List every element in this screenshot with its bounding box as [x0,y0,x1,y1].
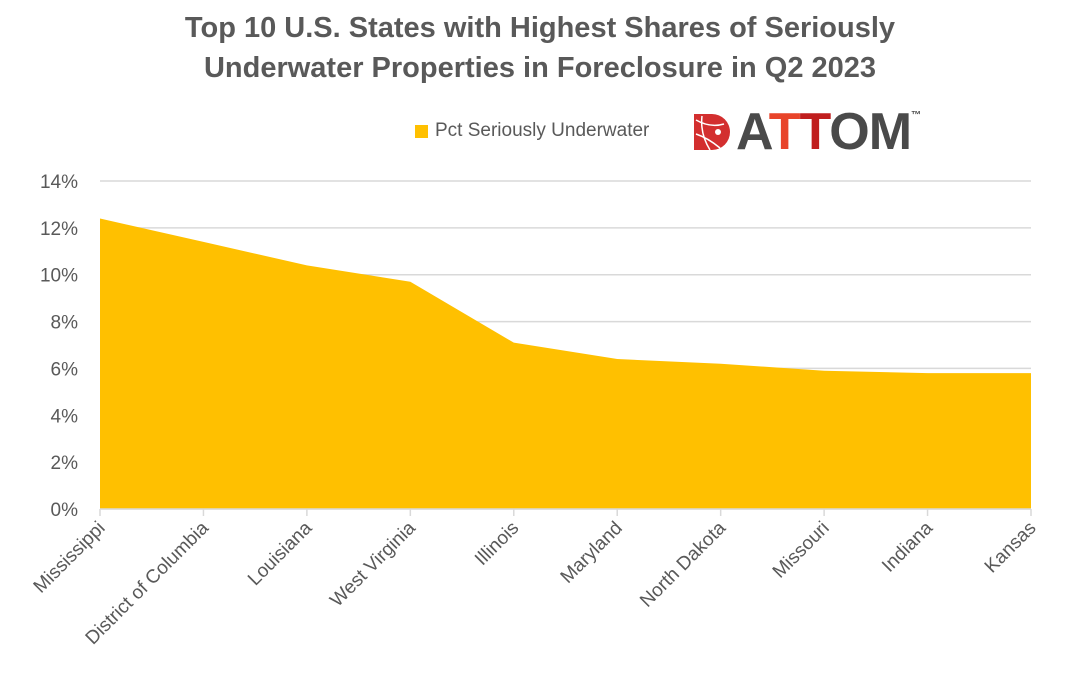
x-tick-label: North Dakota [636,517,730,611]
x-tick-label: Louisiana [244,517,317,590]
globe-icon [694,114,730,151]
y-tick-label: 2% [51,453,79,474]
area-series [100,218,1031,509]
y-tick-label: 0% [51,500,79,521]
attom-logo: ATTOM ™ [690,106,921,158]
y-tick-label: 14% [40,172,78,193]
y-tick-label: 4% [51,406,79,427]
x-tick-label: Maryland [557,518,627,588]
y-tick-label: 6% [51,359,79,380]
x-tick-label: Indiana [878,517,937,576]
title-line-1: Top 10 U.S. States with Highest Shares o… [184,12,896,44]
legend: Pct Seriously Underwater [415,120,649,142]
logo-text: ATTOM [736,103,912,161]
x-tick-label: Missouri [769,518,834,583]
x-tick-label: Mississippi [30,518,110,598]
x-tick-label: Kansas [981,518,1041,578]
legend-swatch [415,124,428,138]
y-tick-label: 8% [51,313,79,334]
x-tick-label: Illinois [471,518,523,570]
logo-trademark: ™ [911,110,922,121]
title-line-2: Underwater Properties in Foreclosure in … [203,52,877,84]
legend-label: Pct Seriously Underwater [435,120,650,141]
x-tick-label: West Virginia [326,517,420,611]
y-tick-label: 10% [40,266,78,287]
chart-title: Top 10 U.S. States with Highest Shares o… [0,8,1080,88]
y-tick-label: 12% [40,219,78,240]
